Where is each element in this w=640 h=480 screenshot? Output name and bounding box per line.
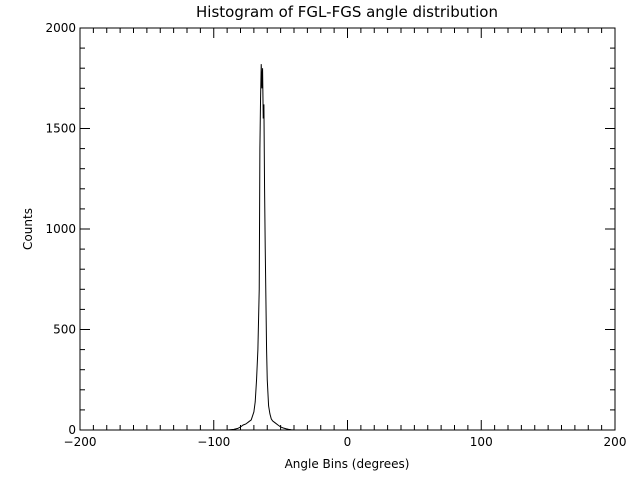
y-tick-label: 2000	[45, 21, 76, 35]
x-axis-label: Angle Bins (degrees)	[285, 457, 410, 471]
y-axis-label: Counts	[21, 208, 35, 250]
y-tick-label: 0	[68, 423, 76, 437]
x-tick-label: 0	[344, 435, 352, 449]
x-tick-label: 100	[470, 435, 493, 449]
x-tick-label: −200	[64, 435, 97, 449]
chart-title: Histogram of FGL-FGS angle distribution	[196, 3, 498, 21]
y-tick-label: 500	[53, 323, 76, 337]
x-tick-label: −100	[197, 435, 230, 449]
x-tick-label: 200	[604, 435, 627, 449]
plot-frame	[79, 27, 616, 431]
y-tick-label: 1500	[45, 122, 76, 136]
axis-ticks	[79, 27, 616, 431]
series-line	[227, 64, 295, 431]
y-tick-label: 1000	[45, 222, 76, 236]
